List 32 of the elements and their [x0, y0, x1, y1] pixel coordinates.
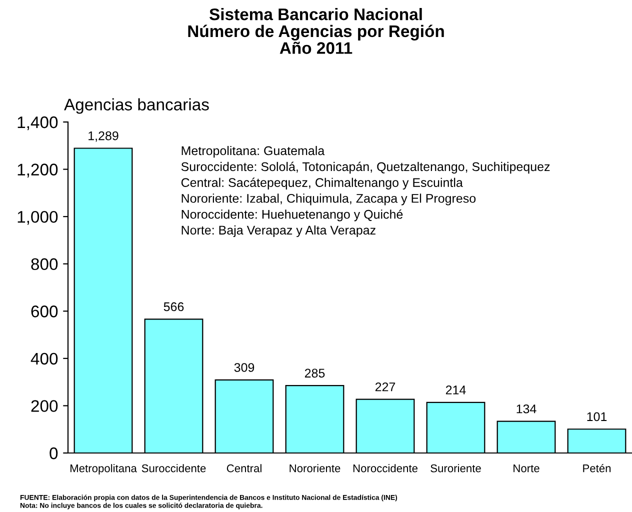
annotation: Metropolitana: Guatemala: [182, 146, 325, 158]
data-label: 134: [516, 404, 536, 414]
y-tick-label: 600: [31, 306, 58, 318]
data-label: 309: [234, 363, 254, 372]
annotation: Nororiente: Izabal, Chiquimula, Zacapa y El Progreso: [182, 194, 476, 206]
x-tick-label: Central: [226, 464, 262, 472]
y-tick-label: 0: [50, 447, 58, 460]
y-tick-label: 1,200: [18, 164, 58, 178]
y-tick-label: 1,000: [18, 210, 58, 225]
x-tick-label: Suroriente: [430, 464, 481, 472]
chart-title: Sistema Bancario Nacional Número de Agencias por Región Año 2011: [188, 8, 444, 54]
x-tick-label: Petén: [583, 464, 611, 472]
annotation: Central: Sacátepequez, Chimaltenango y Escuintla: [181, 178, 463, 190]
data-label: 214: [446, 386, 466, 394]
x-tick-label: Metropolitana: [70, 464, 137, 474]
y-tick-label: 200: [31, 400, 58, 412]
data-label: 1,289: [88, 131, 118, 142]
x-tick-label: Norte: [514, 464, 540, 472]
data-label: 101: [587, 412, 607, 422]
annotation: Suroccidente: Sololá, Totonicapán, Quetzaltenango, Suchitipequez: [181, 162, 550, 174]
x-tick-label: Noroccidente: [353, 464, 418, 472]
y-tick-label: 1,400: [18, 116, 58, 130]
data-label: 566: [164, 302, 184, 312]
x-tick-label: Suroccidente: [142, 464, 206, 472]
y-axis-title: Agencias bancarias: [64, 98, 209, 114]
y-tick-label: 400: [30, 352, 58, 365]
y-tick-label: 800: [31, 258, 58, 270]
x-tick-label: Nororiente: [290, 464, 340, 472]
data-label: 227: [375, 382, 396, 392]
data-label: 285: [304, 368, 325, 378]
annotation: Norte: Baja Verapaz y Alta Verapaz: [182, 225, 376, 238]
annotation: Noroccidente: Huehuetenango y Quiché: [182, 209, 403, 222]
